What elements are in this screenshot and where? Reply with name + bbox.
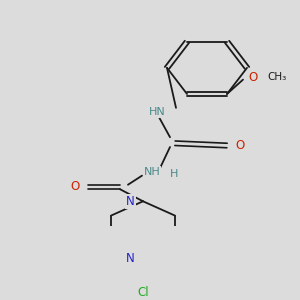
Text: Cl: Cl (137, 286, 149, 299)
Text: NH: NH (144, 167, 160, 177)
Text: H: H (170, 169, 178, 179)
Text: O: O (235, 139, 244, 152)
Text: HN: HN (149, 106, 166, 117)
Text: O: O (71, 181, 80, 194)
Text: O: O (248, 71, 257, 84)
Text: CH₃: CH₃ (267, 72, 286, 82)
Text: N: N (126, 252, 135, 265)
Text: N: N (126, 195, 135, 208)
